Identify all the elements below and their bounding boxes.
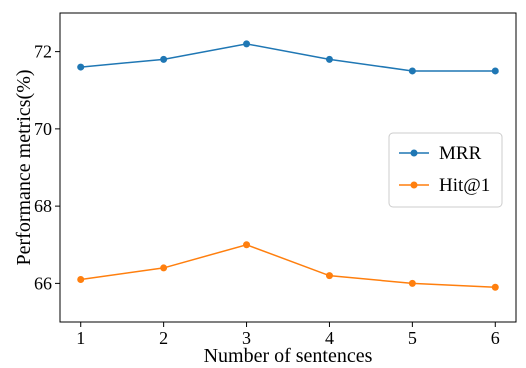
x-tick-label: 2 — [159, 328, 168, 348]
x-tick-label: 1 — [76, 328, 85, 348]
y-axis: 66 68 70 72 — [34, 42, 60, 293]
x-tick-label: 6 — [491, 328, 500, 348]
legend: MRR Hit@1 — [388, 132, 503, 208]
x-axis: 1 2 3 4 5 6 — [76, 322, 500, 348]
x-tick-label: 5 — [408, 328, 417, 348]
legend-marker-hit-1 — [410, 181, 418, 189]
data-point-mrr — [325, 55, 333, 63]
y-tick-label: 70 — [34, 119, 52, 139]
x-tick-label: 4 — [325, 328, 334, 348]
data-point-hit-1 — [243, 241, 251, 249]
plot-border — [59, 12, 517, 323]
data-point-mrr — [408, 67, 416, 75]
series-layer — [77, 40, 499, 291]
legend-label-hit-1: Hit@1 — [439, 175, 490, 196]
y-axis-label: Performance metrics(%) — [13, 69, 35, 265]
data-point-mrr — [243, 40, 251, 48]
data-point-hit-1 — [408, 279, 416, 287]
data-point-hit-1 — [491, 283, 499, 291]
data-point-mrr — [491, 67, 499, 75]
data-point-mrr — [77, 63, 85, 71]
x-tick-label: 3 — [242, 328, 251, 348]
y-tick-label: 72 — [34, 42, 52, 62]
y-tick-label: 66 — [34, 273, 52, 293]
data-point-hit-1 — [77, 276, 85, 284]
x-axis-label: Number of sentences — [204, 345, 373, 367]
data-point-hit-1 — [325, 272, 333, 280]
y-tick-label: 68 — [34, 196, 52, 216]
data-point-mrr — [160, 55, 168, 63]
plot-frame — [59, 12, 517, 323]
legend-box — [388, 132, 503, 208]
legend-label-mrr: MRR — [439, 143, 482, 164]
legend-marker-mrr — [410, 149, 418, 157]
series-line-mrr — [80, 43, 496, 72]
data-point-hit-1 — [160, 264, 168, 272]
series-line-hit-1 — [80, 243, 496, 288]
